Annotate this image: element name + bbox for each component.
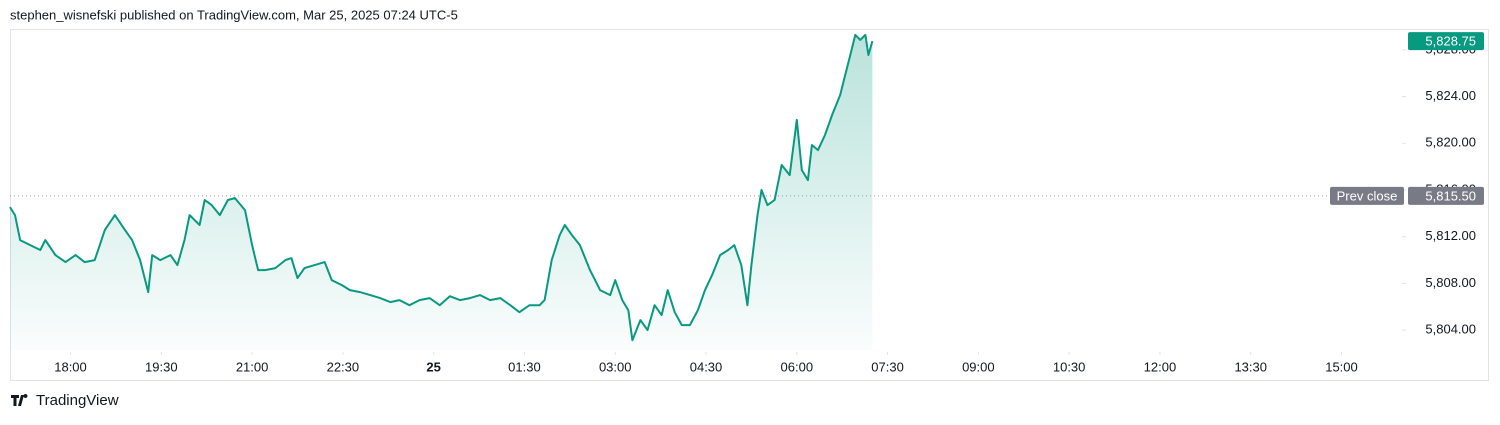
last-price-badge [1408, 32, 1484, 51]
prev-close-tag: Prev close [1337, 188, 1398, 203]
y-tick-label: 5,812.00 [1425, 228, 1476, 243]
footer-logo: TradingView [11, 392, 119, 409]
y-tick-label: 5,808.00 [1425, 275, 1476, 290]
x-tick-label: 01:30 [508, 359, 541, 374]
x-tick-label: 25 [426, 359, 440, 374]
y-tick-label: 5,820.00 [1425, 135, 1476, 150]
price-line [9, 33, 874, 342]
x-tick-label: 10:30 [1053, 359, 1086, 374]
x-tick-label: 03:00 [599, 359, 632, 374]
prev-close-tag-bg [1330, 186, 1404, 205]
prev-close-badge [1408, 186, 1484, 205]
x-tick-label: 13:30 [1234, 359, 1267, 374]
x-tick-label: 18:00 [54, 359, 87, 374]
x-tick-label: 07:30 [871, 359, 904, 374]
publish-header: stephen_wisnefski published on TradingVi… [10, 7, 458, 22]
x-tick-label: 21:00 [236, 359, 269, 374]
x-tick-label: 15:00 [1325, 359, 1358, 374]
x-tick-label: 09:00 [962, 359, 995, 374]
x-tick-label: 22:30 [327, 359, 360, 374]
x-tick-label: 19:30 [145, 359, 178, 374]
chart-frame [10, 29, 1489, 381]
price-area [10, 34, 873, 351]
logo-icon [11, 394, 28, 406]
y-tick-label: 5,824.00 [1425, 88, 1476, 103]
last-price-label: 5,828.75 [1425, 34, 1476, 49]
x-tick-label: 12:00 [1144, 359, 1177, 374]
footer-brand: TradingView [36, 392, 119, 409]
y-tick-label: 5,804.00 [1425, 322, 1476, 337]
x-tick-label: 06:00 [781, 359, 814, 374]
prev-close-label: 5,815.50 [1425, 188, 1476, 203]
x-tick-label: 04:30 [690, 359, 723, 374]
